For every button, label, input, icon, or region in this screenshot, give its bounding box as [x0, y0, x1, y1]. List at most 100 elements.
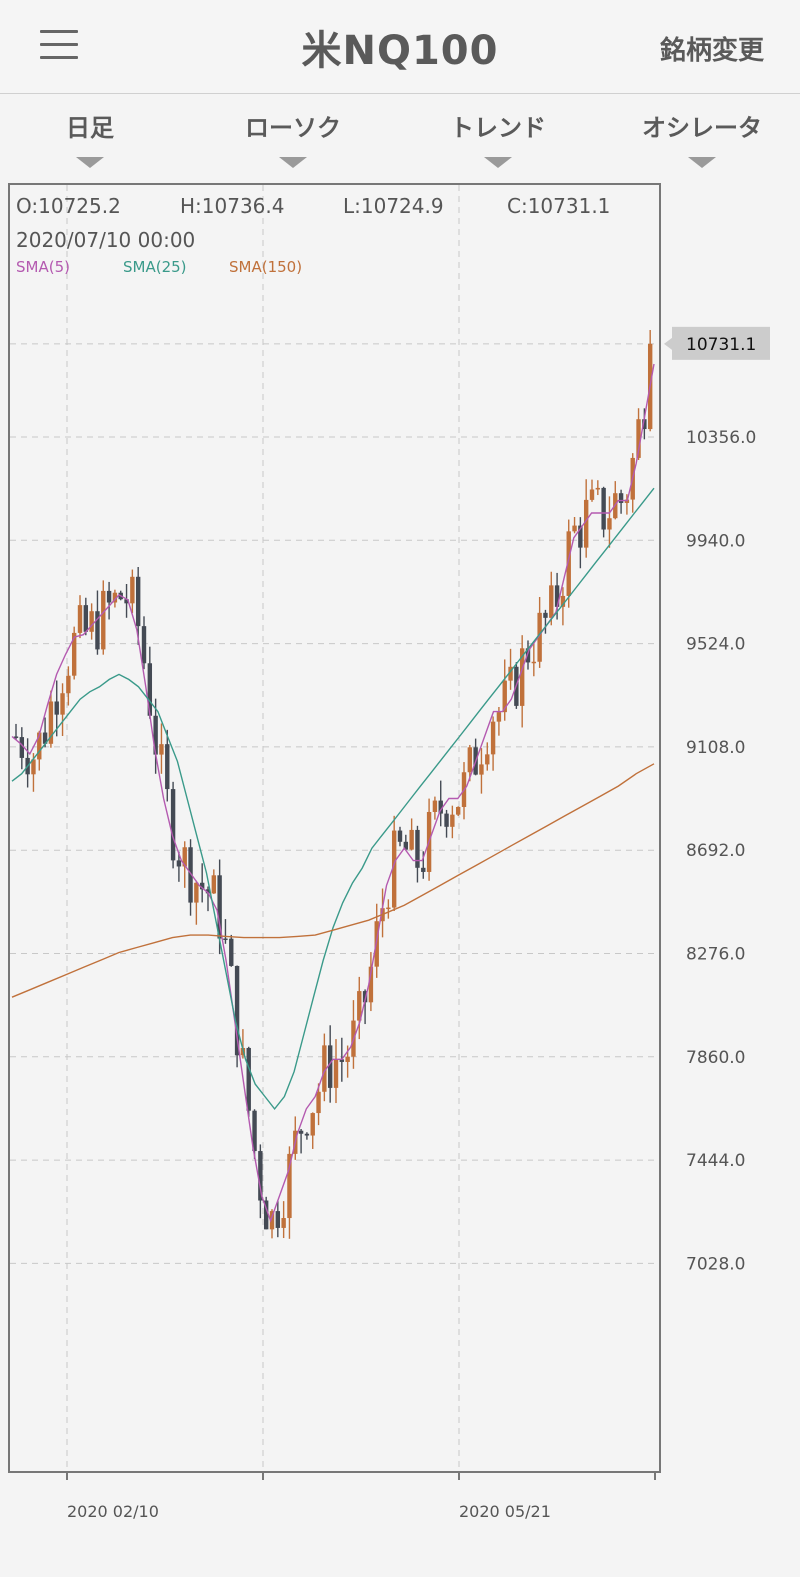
- candle-body: [66, 675, 71, 694]
- candle-body: [229, 938, 234, 966]
- candle-body: [48, 701, 54, 744]
- dropdown-triangle-icon: [76, 157, 104, 168]
- candle-body: [560, 595, 566, 607]
- candle-body: [275, 1211, 281, 1228]
- y-tick-label: 7444.0: [686, 1151, 745, 1171]
- ohlc-open: O:10725.2: [16, 194, 121, 218]
- candle-body: [263, 1200, 269, 1230]
- last-price-tag: [672, 326, 770, 360]
- candle-body: [578, 525, 583, 548]
- candle-body: [31, 759, 36, 775]
- tab-trend[interactable]: トレンド: [418, 108, 578, 168]
- candle-body: [13, 736, 19, 738]
- candle-body: [89, 611, 94, 632]
- candle-body: [310, 1113, 315, 1136]
- ohlc-high: H:10736.4: [180, 194, 285, 218]
- ohlc-datetime: 2020/07/10 00:00: [16, 228, 196, 252]
- candle-body: [223, 938, 228, 941]
- candle-body: [327, 1045, 333, 1088]
- chart-plot-area[interactable]: [8, 183, 661, 1473]
- y-tick-label: 9940.0: [686, 531, 745, 551]
- y-tick-label: 8276.0: [686, 945, 745, 965]
- candle-body: [519, 648, 525, 706]
- change-symbol-button[interactable]: 銘柄変更: [659, 36, 764, 66]
- candle-body: [281, 1218, 286, 1228]
- x-tick-label: 2020 02/10: [67, 1502, 159, 1521]
- candle-body: [345, 1056, 350, 1062]
- candle-body: [246, 1047, 251, 1111]
- candle-body: [543, 612, 548, 618]
- candle-body: [415, 829, 420, 868]
- candle-body: [112, 592, 118, 603]
- candle-body: [147, 663, 153, 716]
- candle-body: [153, 715, 158, 755]
- candle-body: [403, 841, 409, 850]
- legend-sma5: SMA(5): [16, 258, 70, 276]
- candle-body: [490, 721, 496, 755]
- candle-body: [438, 800, 443, 814]
- candle-body: [642, 419, 647, 430]
- candle-body: [572, 525, 577, 532]
- chart-settings-tabs: 日足 ローソク トレンド オシレータ: [0, 100, 800, 170]
- candle-body: [444, 813, 449, 827]
- candle-body: [287, 1153, 292, 1219]
- last-price-label: 10731.1: [686, 335, 756, 355]
- candle-body: [554, 585, 560, 607]
- candle-body: [199, 882, 205, 890]
- candle-body: [60, 693, 65, 715]
- candle-body: [455, 806, 461, 815]
- price-tag-pointer: [664, 337, 672, 350]
- tab-timeframe[interactable]: 日足: [10, 108, 170, 168]
- candle-body: [124, 599, 129, 604]
- candle-body: [607, 518, 612, 530]
- candle-body: [83, 605, 89, 632]
- candle-body: [170, 789, 176, 861]
- ohlc-low: L:10724.9: [343, 194, 444, 218]
- candle-body: [182, 847, 187, 867]
- candle-body: [205, 889, 211, 894]
- candle-body: [485, 754, 490, 765]
- tab-oscillator-label: オシレータ: [642, 114, 762, 142]
- sma5-line: [11, 363, 655, 1223]
- dropdown-triangle-icon: [688, 157, 716, 168]
- candle-body: [141, 626, 147, 664]
- candle-body: [217, 875, 222, 939]
- candle-body: [339, 1059, 345, 1062]
- legend-sma25: SMA(25): [123, 258, 187, 276]
- y-tick-label: 10356.0: [686, 428, 756, 448]
- candle-body: [106, 590, 112, 603]
- candle-body: [95, 611, 100, 650]
- candle-body: [391, 830, 397, 908]
- candle-body: [298, 1130, 304, 1134]
- tab-chart-type[interactable]: ローソク: [213, 108, 373, 168]
- candle-body: [618, 493, 624, 503]
- candle-body: [42, 732, 48, 744]
- dropdown-triangle-icon: [484, 157, 512, 168]
- candle-body: [397, 830, 403, 842]
- y-tick-label: 7860.0: [686, 1048, 745, 1068]
- tab-timeframe-label: 日足: [66, 114, 114, 142]
- candle-body: [636, 419, 641, 458]
- candle-body: [409, 829, 414, 850]
- candle-body: [421, 867, 426, 872]
- candle-body: [130, 576, 135, 604]
- candle-body: [211, 875, 217, 894]
- candle-body: [159, 744, 164, 755]
- candle-body: [537, 612, 542, 662]
- hamburger-menu-icon[interactable]: [40, 28, 80, 62]
- candle-body: [508, 666, 513, 681]
- candle-body: [525, 648, 531, 663]
- candle-body: [77, 605, 83, 633]
- y-tick-label: 9108.0: [686, 738, 745, 758]
- y-tick-label: 9524.0: [686, 635, 745, 655]
- candle-body: [502, 680, 507, 713]
- tab-oscillator[interactable]: オシレータ: [622, 108, 782, 168]
- candle-body: [601, 487, 606, 530]
- candle-body: [589, 489, 595, 500]
- candle-body: [234, 965, 240, 1056]
- candle-body: [37, 732, 42, 760]
- ohlc-close: C:10731.1: [507, 194, 611, 218]
- candle-body: [269, 1211, 275, 1230]
- sma150-line: [11, 763, 655, 998]
- tab-trend-label: トレンド: [450, 114, 546, 142]
